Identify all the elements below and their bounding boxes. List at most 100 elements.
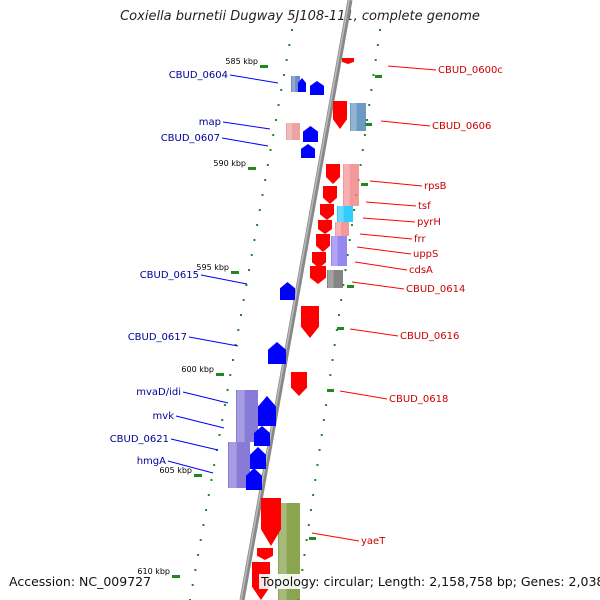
track-dot bbox=[329, 374, 332, 376]
forward-gene-leader bbox=[351, 281, 405, 290]
kbp-marker-label: 605 kbp bbox=[159, 466, 192, 475]
reverse-gene-leader bbox=[221, 137, 269, 147]
reverse-gene-leader bbox=[188, 336, 239, 347]
reverse-gene-leader bbox=[229, 74, 279, 84]
track-dot bbox=[282, 74, 285, 76]
forward-gene-arrow bbox=[326, 164, 340, 184]
feature-tick bbox=[309, 537, 316, 540]
kbp-marker-label: 595 kbp bbox=[196, 263, 229, 272]
track-dot bbox=[366, 119, 369, 121]
feature-tick bbox=[361, 183, 368, 186]
track-dot bbox=[205, 509, 208, 511]
topology-text: Topology: circular; Length: 2,158,758 bp… bbox=[259, 574, 600, 589]
track-dot bbox=[312, 494, 315, 496]
reverse-gene-leader bbox=[200, 274, 248, 285]
reverse-gene-shade bbox=[286, 123, 300, 140]
track-dot bbox=[346, 254, 349, 256]
track-dot bbox=[231, 359, 234, 361]
track-dot bbox=[372, 74, 375, 76]
track-dot bbox=[359, 164, 362, 166]
reverse-gene-label: CBUD_0615 bbox=[140, 270, 199, 281]
track-dot bbox=[280, 89, 283, 91]
reverse-gene-label: map bbox=[199, 117, 221, 128]
track-dot bbox=[353, 209, 356, 211]
track-dot bbox=[234, 344, 237, 346]
forward-gene-label: yaeT bbox=[361, 536, 386, 547]
reverse-gene-leader bbox=[170, 438, 219, 451]
forward-gene-arrow bbox=[323, 186, 337, 204]
forward-gene-shade bbox=[337, 206, 353, 222]
track-dot bbox=[291, 29, 293, 31]
track-dot bbox=[305, 539, 308, 541]
track-dot bbox=[199, 539, 202, 541]
track-dot bbox=[370, 89, 373, 91]
reverse-gene-label: mvaD/idi bbox=[136, 387, 181, 398]
map-title: Coxiella burnetii Dugway 5J108-111, comp… bbox=[120, 9, 480, 24]
forward-gene-leader bbox=[311, 532, 360, 542]
track-dot bbox=[314, 479, 317, 481]
forward-gene-arrow bbox=[257, 548, 273, 560]
forward-gene-label: uppS bbox=[413, 249, 438, 260]
track-dot bbox=[229, 374, 232, 376]
track-dot bbox=[376, 44, 379, 46]
track-dot bbox=[277, 104, 280, 106]
reverse-gene-label: CBUD_0604 bbox=[169, 70, 228, 81]
track-dot bbox=[331, 359, 334, 361]
track-dot bbox=[248, 269, 251, 271]
kbp-marker-label: 585 kbp bbox=[225, 57, 258, 66]
track-dot bbox=[320, 434, 323, 436]
reverse-gene-arrow bbox=[258, 396, 276, 426]
track-dot bbox=[258, 209, 261, 211]
track-dot bbox=[242, 299, 245, 301]
forward-gene-shade-gloss bbox=[328, 270, 334, 288]
reverse-gene-arrow bbox=[254, 426, 270, 446]
genome-backbone bbox=[239, 0, 353, 600]
forward-gene-label: CBUD_0614 bbox=[406, 284, 465, 295]
forward-gene-arrow bbox=[316, 234, 330, 252]
forward-gene-label: CBUD_0606 bbox=[432, 121, 491, 132]
forward-gene-arrow bbox=[312, 252, 326, 268]
forward-gene-shade bbox=[335, 222, 349, 236]
track-dot bbox=[202, 524, 205, 526]
feature-tick bbox=[365, 123, 372, 126]
track-dot bbox=[361, 149, 364, 151]
track-dot bbox=[221, 419, 224, 421]
forward-gene-shade bbox=[327, 270, 343, 288]
reverse-gene-arrow bbox=[298, 78, 306, 92]
forward-gene-shade-gloss bbox=[344, 164, 350, 206]
reverse-gene-shade bbox=[291, 76, 300, 92]
track-dot bbox=[301, 569, 304, 571]
track-dot bbox=[307, 524, 310, 526]
reverse-gene-label: hmgA bbox=[137, 456, 166, 467]
forward-gene-shade-gloss bbox=[332, 236, 338, 266]
track-dot bbox=[213, 464, 216, 466]
track-dot bbox=[240, 314, 242, 316]
forward-gene-arrow bbox=[301, 306, 319, 338]
track-dot bbox=[250, 254, 253, 256]
track-dot bbox=[374, 59, 377, 61]
reverse-gene-arrow bbox=[250, 447, 266, 469]
forward-gene-arrow bbox=[291, 372, 307, 396]
reverse-gene-label: mvk bbox=[153, 411, 175, 422]
kbp-tick bbox=[194, 474, 202, 477]
forward-gene-leader bbox=[349, 328, 399, 337]
track-dot bbox=[322, 419, 325, 421]
forward-gene-arrow bbox=[342, 58, 354, 64]
track-dot bbox=[253, 239, 256, 241]
forward-gene-leader bbox=[387, 65, 437, 71]
track-dot bbox=[363, 134, 366, 136]
kbp-tick bbox=[172, 575, 180, 578]
forward-gene-arrow bbox=[318, 220, 332, 234]
kbp-marker-label: 600 kbp bbox=[181, 365, 214, 374]
kbp-tick bbox=[216, 373, 224, 376]
track-dot bbox=[344, 269, 347, 271]
track-dot bbox=[303, 554, 306, 556]
forward-gene-label: CBUD_0616 bbox=[400, 331, 459, 342]
forward-gene-shade-gloss bbox=[338, 206, 344, 222]
feature-tick bbox=[347, 285, 354, 288]
reverse-gene-arrow bbox=[280, 282, 295, 300]
track-dot bbox=[288, 44, 291, 46]
forward-gene-leader bbox=[365, 201, 417, 207]
track-dot bbox=[379, 29, 381, 31]
